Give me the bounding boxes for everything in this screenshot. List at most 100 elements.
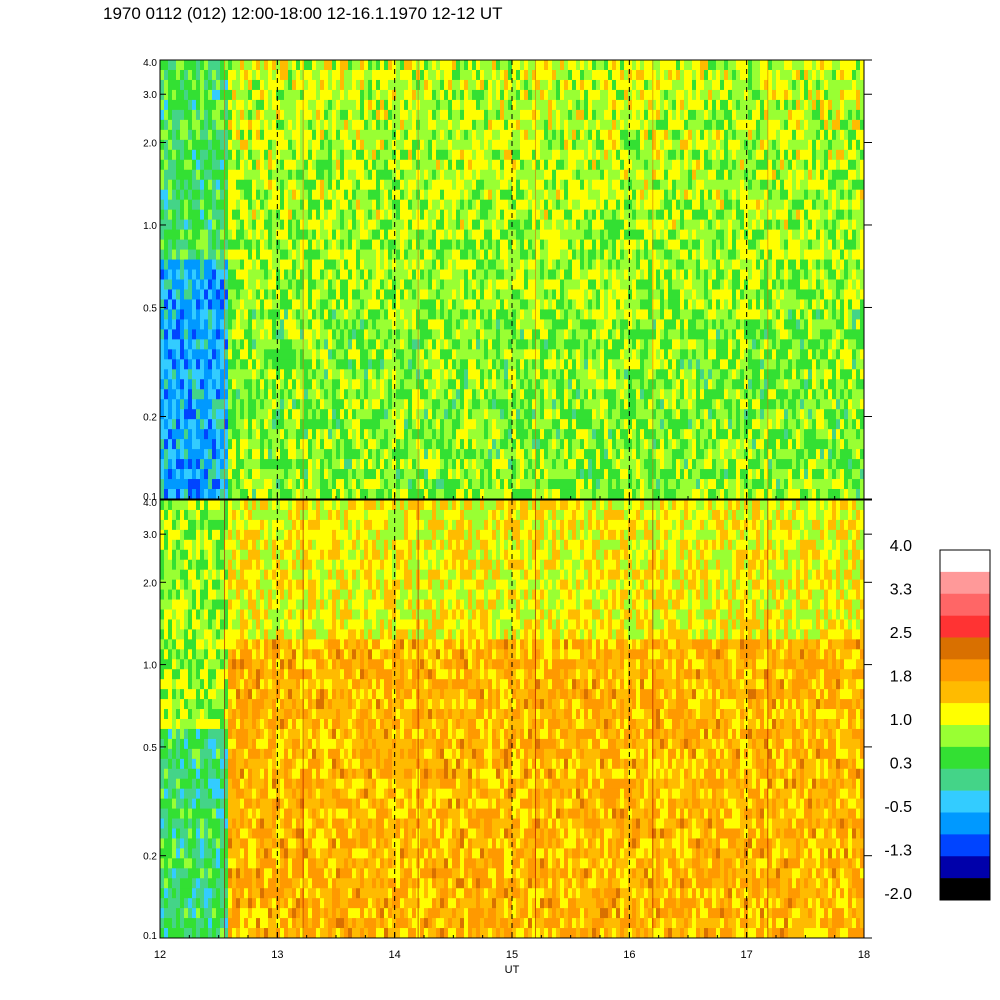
spectrogram-cell	[336, 469, 341, 480]
spectrogram-cell	[440, 459, 445, 470]
spectrogram-cell	[528, 159, 533, 171]
spectrogram-cell	[436, 199, 441, 211]
spectrogram-cell	[176, 179, 181, 191]
spectrogram-cell	[584, 359, 589, 370]
spectrogram-cell	[260, 399, 265, 410]
spectrogram-cell	[580, 419, 585, 430]
spectrogram-cell	[428, 219, 433, 231]
spectrogram-cell	[168, 389, 173, 400]
spectrogram-cell	[584, 319, 589, 330]
spectrogram-cell	[464, 209, 469, 221]
spectrogram-cell	[452, 259, 457, 270]
spectrogram-cell	[560, 149, 565, 161]
spectrogram-cell	[336, 389, 341, 400]
spectrogram-cell	[364, 89, 369, 101]
spectrogram-cell	[548, 459, 553, 470]
spectrogram-cell	[280, 449, 285, 460]
spectrogram-cell	[188, 369, 193, 380]
spectrogram-cell	[296, 79, 301, 91]
spectrogram-cell	[528, 469, 533, 480]
spectrogram-cell	[444, 269, 449, 280]
spectrogram-cell	[320, 399, 325, 410]
spectrogram-cell	[244, 279, 249, 290]
spectrogram-cell	[596, 309, 601, 320]
spectrogram-cell	[508, 399, 513, 410]
spectrogram-cell	[376, 149, 381, 161]
spectrogram-cell	[272, 489, 277, 500]
spectrogram-cell	[192, 459, 197, 470]
spectrogram-cell	[320, 139, 325, 151]
spectrogram-cell	[276, 169, 281, 181]
spectrogram-cell	[536, 149, 541, 161]
spectrogram-cell	[500, 439, 505, 450]
spectrogram-cell	[564, 439, 569, 450]
spectrogram-cell	[528, 489, 533, 500]
spectrogram-cell	[320, 109, 325, 121]
spectrogram-cell	[332, 409, 337, 420]
spectrogram-cell	[568, 289, 573, 300]
spectrogram-cell	[544, 469, 549, 480]
spectrogram-cell	[540, 99, 545, 111]
spectrogram-cell	[316, 199, 321, 211]
spectrogram-cell	[552, 299, 557, 310]
spectrogram-cell	[604, 60, 609, 71]
spectrogram-cell	[232, 299, 237, 310]
spectrogram-cell	[428, 349, 433, 360]
spectrogram-cell	[388, 89, 393, 101]
spectrogram-cell	[596, 189, 601, 201]
spectrogram-cell	[476, 419, 481, 430]
spectrogram-cell	[192, 439, 197, 450]
spectrogram-cell	[444, 309, 449, 320]
spectrogram-cell	[224, 299, 229, 310]
spectrogram-cell	[248, 179, 253, 191]
spectrogram-cell	[352, 149, 357, 161]
spectrogram-cell	[188, 69, 193, 81]
spectrogram-cell	[160, 189, 165, 201]
spectrogram-cell	[388, 349, 393, 360]
spectrogram-cell	[588, 449, 593, 460]
spectrogram-cell	[200, 159, 205, 171]
spectrogram-cell	[580, 299, 585, 310]
spectrogram-cell	[420, 299, 425, 310]
spectrogram-cell	[236, 329, 241, 340]
spectrogram-cell	[300, 219, 305, 231]
spectrogram-cell	[420, 379, 425, 390]
spectrogram-cell	[392, 159, 397, 171]
spectrogram-cell	[344, 149, 349, 161]
spectrogram-cell	[324, 69, 329, 81]
spectrogram-cell	[264, 469, 269, 480]
spectrogram-cell	[288, 379, 293, 390]
spectrogram-cell	[364, 209, 369, 221]
spectrogram-cell	[444, 60, 449, 71]
spectrogram-cell	[260, 129, 265, 141]
spectrogram-cell	[352, 429, 357, 440]
spectrogram-cell	[480, 159, 485, 171]
spectrogram-cell	[164, 269, 169, 280]
spectrogram-cell	[536, 419, 541, 430]
spectrogram-cell	[216, 359, 221, 370]
spectrogram-cell	[380, 279, 385, 290]
spectrogram-cell	[276, 249, 281, 260]
spectrogram-cell	[232, 479, 237, 490]
spectrogram-cell	[404, 449, 409, 460]
spectrogram-cell	[384, 289, 389, 300]
spectrogram-cell	[348, 399, 353, 410]
spectrogram-cell	[324, 299, 329, 310]
spectrogram-cell	[208, 259, 213, 270]
spectrogram-cell	[344, 299, 349, 310]
spectrogram-cell	[512, 459, 517, 470]
spectrogram-cell	[480, 409, 485, 420]
spectrogram-cell	[300, 469, 305, 480]
spectrogram-cell	[240, 119, 245, 131]
spectrogram-cell	[256, 129, 261, 141]
spectrogram-cell	[160, 409, 165, 420]
spectrogram-cell	[436, 159, 441, 171]
spectrogram-cell	[392, 89, 397, 101]
spectrogram-cell	[556, 399, 561, 410]
spectrogram-cell	[188, 79, 193, 91]
spectrogram-cell	[340, 459, 345, 470]
spectrogram-cell	[308, 129, 313, 141]
spectrogram-cell	[584, 269, 589, 280]
spectrogram-cell	[468, 199, 473, 211]
spectrogram-cell	[220, 89, 225, 101]
